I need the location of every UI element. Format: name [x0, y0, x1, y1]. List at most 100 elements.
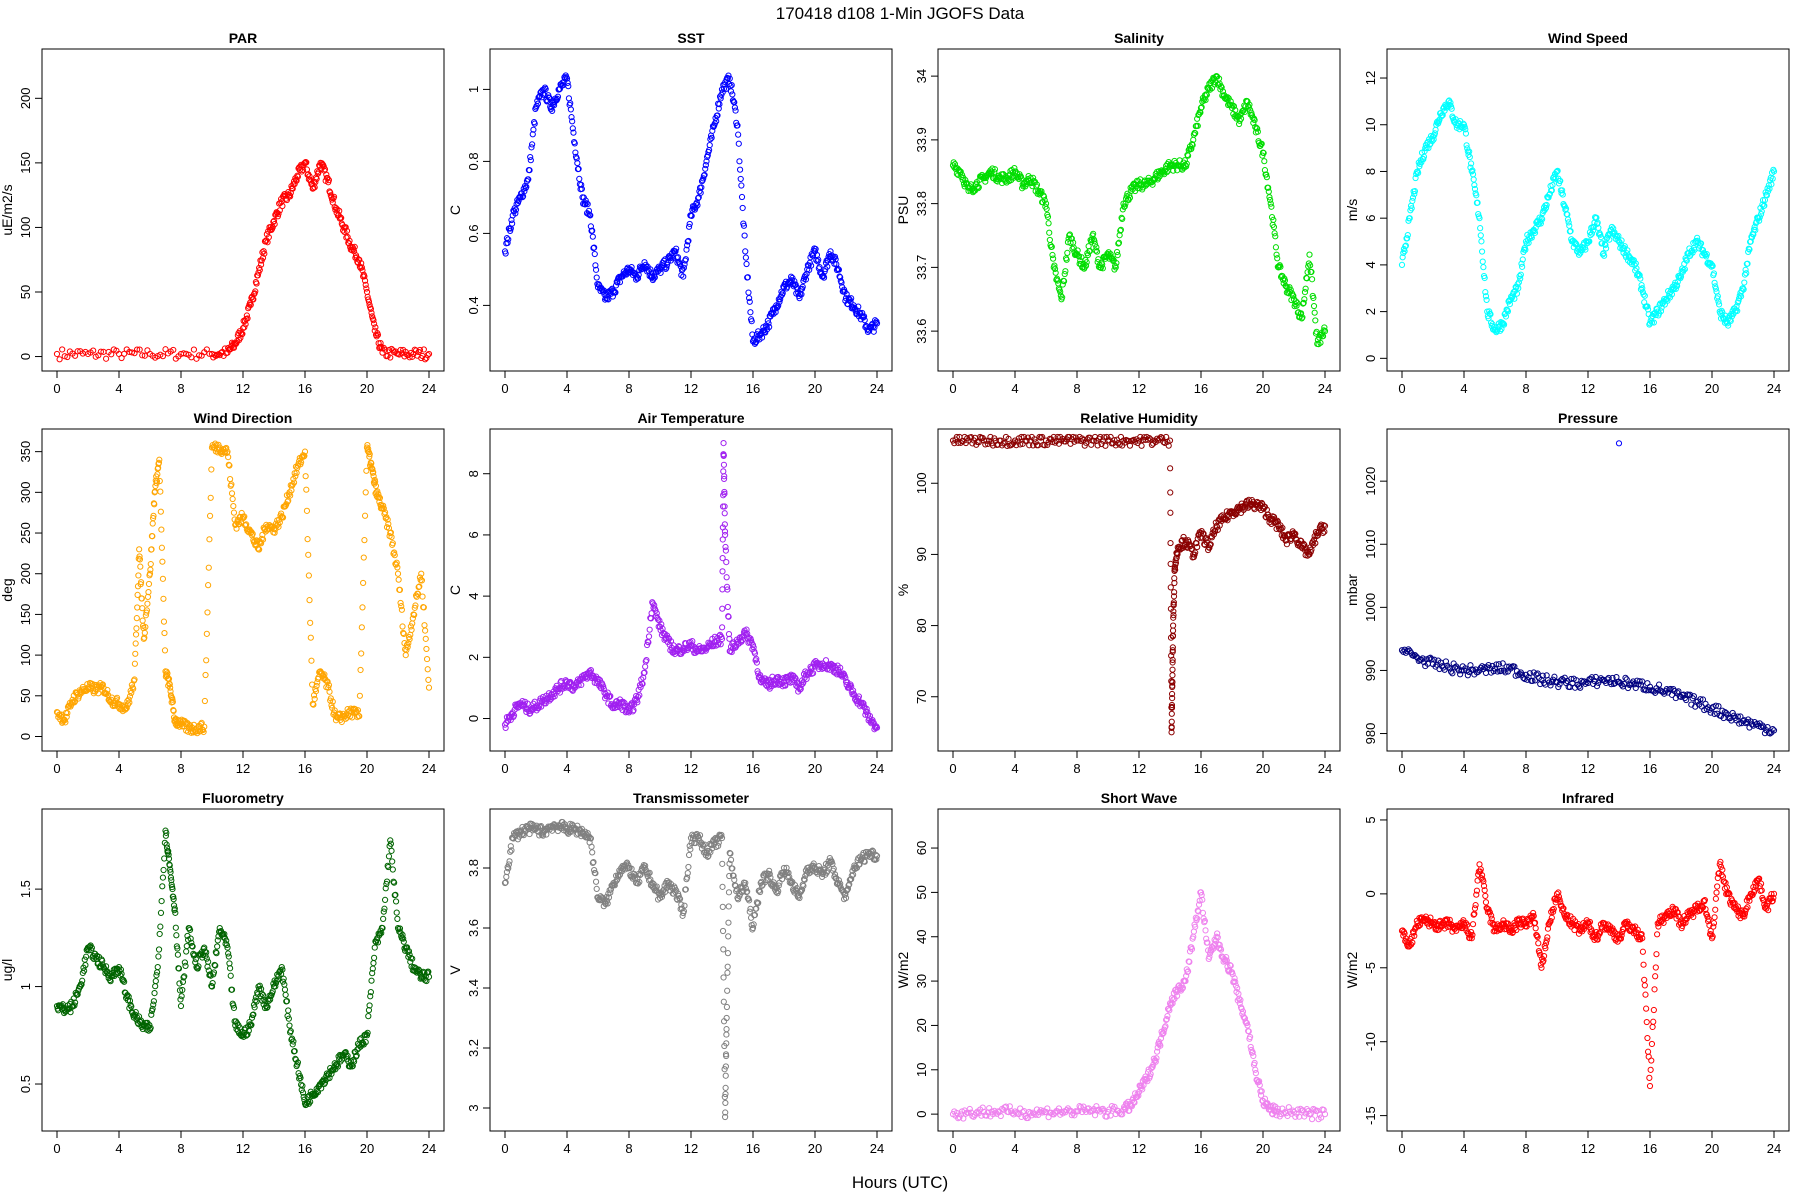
data-point-sample	[389, 540, 396, 547]
x-tick-label: 12	[1132, 381, 1146, 396]
data-point-sample	[1681, 266, 1688, 273]
x-tick-label: 16	[298, 1141, 312, 1156]
data-point-sample	[63, 713, 70, 721]
data-point-sample	[663, 635, 670, 642]
panel-title: Pressure	[1558, 410, 1618, 426]
data-point-sample	[1011, 164, 1018, 172]
data-point-sample	[391, 549, 398, 556]
data-point-sample	[747, 637, 755, 644]
data-point-sample	[259, 254, 267, 261]
data-point-sample	[159, 353, 167, 360]
data-point-sample	[860, 313, 868, 320]
data-point-sample	[133, 615, 140, 622]
data-point-sample	[230, 502, 237, 510]
data-point-sample	[1254, 125, 1261, 132]
data-point-sample	[1482, 289, 1489, 296]
x-tick-label: 4	[115, 761, 122, 776]
y-axis-label: mbar	[1344, 574, 1360, 606]
data-point-sample	[226, 462, 233, 469]
data-point-sample	[640, 669, 647, 677]
data-point-sample	[722, 543, 729, 551]
data-point-sample	[805, 262, 812, 269]
x-tick-label: 8	[625, 381, 632, 396]
data-point-sample	[1415, 169, 1422, 176]
data-point-sample	[1113, 248, 1121, 256]
data-point-sample	[777, 293, 784, 300]
data-point-sample	[371, 320, 378, 327]
data-point-sample	[1041, 197, 1048, 204]
y-tick-label: 350	[18, 441, 33, 463]
data-point-sample	[605, 296, 612, 303]
data-point-sample	[724, 603, 731, 611]
data-point-sample	[534, 100, 542, 107]
data-point-sample	[733, 122, 740, 129]
data-point-sample	[724, 586, 731, 593]
y-tick-label: 6	[1363, 215, 1378, 222]
data-point-sample	[726, 635, 733, 642]
data-point-sample	[589, 233, 596, 240]
data-point-sample	[241, 324, 248, 331]
data-point-sample	[1519, 256, 1526, 263]
data-point-sample	[376, 494, 384, 502]
data-point-sample	[530, 126, 537, 133]
data-point-sample	[1462, 126, 1469, 133]
data-point-sample	[1086, 247, 1094, 255]
data-point-sample	[838, 279, 845, 286]
x-tick-label: 4	[563, 381, 570, 396]
x-tick-label: 24	[422, 381, 436, 396]
data-point-sample	[571, 138, 578, 146]
data-point-sample	[873, 318, 880, 325]
data-point-sample	[1480, 264, 1487, 271]
data-point	[270, 217, 278, 225]
data-point-sample	[753, 655, 760, 662]
x-tick-label: 20	[1705, 381, 1719, 396]
data-point-sample	[1687, 251, 1694, 258]
data-point-sample	[742, 254, 749, 261]
data-point-sample	[130, 685, 137, 692]
data-point-sample	[1061, 270, 1068, 278]
data-point-sample	[139, 352, 146, 359]
data-point-sample	[1648, 319, 1656, 326]
data-point-sample	[99, 682, 106, 689]
data-point-sample	[1770, 166, 1777, 173]
data-point-sample	[300, 453, 307, 460]
data-point-sample	[254, 272, 261, 279]
data-point-sample	[125, 696, 132, 703]
data-point-sample	[861, 317, 868, 324]
y-tick-label: 3.6	[466, 919, 481, 937]
data-point-sample	[1057, 292, 1064, 299]
data-point-sample	[1071, 251, 1079, 259]
x-tick-label: 0	[53, 381, 60, 396]
data-point-sample	[358, 624, 365, 631]
data-point-sample	[779, 290, 786, 297]
panel-title: Relative Humidity	[1080, 410, 1198, 426]
data-point-sample	[718, 633, 725, 641]
data-point-sample	[612, 289, 619, 296]
data-point-sample	[374, 488, 381, 495]
data-point-sample	[325, 681, 332, 689]
data-point-sample	[1513, 290, 1521, 297]
series-salinity	[949, 73, 1329, 348]
panel-title: PAR	[229, 30, 258, 46]
data-point-sample	[423, 655, 431, 663]
data-point-sample	[607, 692, 614, 700]
data-point-sample	[732, 107, 739, 114]
y-tick-label: 980	[1363, 723, 1378, 745]
data-point-sample	[325, 177, 332, 184]
data-point-sample	[1546, 190, 1553, 198]
data-point-sample	[717, 95, 724, 102]
data-point-sample	[1477, 225, 1484, 232]
x-tick-label: 16	[298, 761, 312, 776]
data-point-sample	[338, 214, 345, 222]
data-point-sample	[568, 114, 575, 121]
data-point-sample	[380, 502, 387, 509]
data-point-sample	[1183, 163, 1190, 170]
series-sst	[501, 72, 881, 347]
data-point-sample	[636, 692, 643, 699]
y-tick-label: 33.6	[914, 318, 929, 343]
data-point-sample	[144, 347, 151, 354]
data-point-sample	[1471, 181, 1478, 189]
data-point-sample	[719, 536, 726, 543]
